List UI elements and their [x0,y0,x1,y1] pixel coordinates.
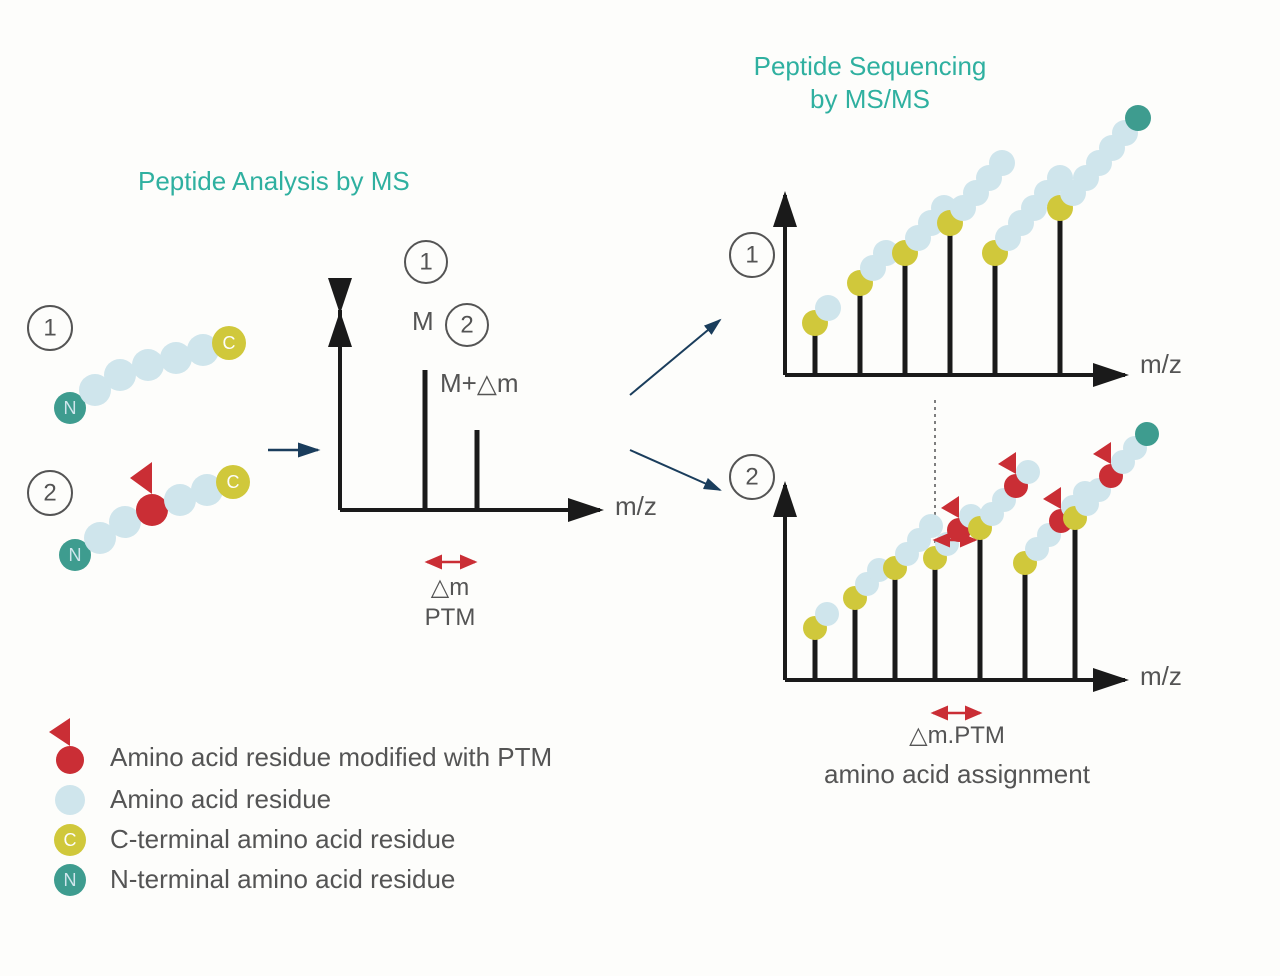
svg-text:M: M [412,306,434,336]
svg-text:m/z: m/z [615,491,657,521]
svg-text:Amino acid residue modified wi: Amino acid residue modified with PTM [110,742,552,772]
svg-text:N: N [64,398,77,418]
svg-text:N: N [69,545,82,565]
svg-text:Amino acid residue: Amino acid residue [110,784,331,814]
svg-text:2: 2 [43,480,56,507]
svg-text:2: 2 [460,312,473,339]
title-left: Peptide Analysis by MS [138,166,410,196]
title-right-2: by MS/MS [810,84,930,114]
svg-text:C: C [227,472,240,492]
svg-text:N: N [64,870,77,890]
svg-text:M+△m: M+△m [440,368,519,398]
legend: Amino acid residue modified with PTM Ami… [49,718,552,896]
svg-text:amino acid assignment: amino acid assignment [824,759,1091,789]
msms-chart-1: 1 m/z [730,105,1182,379]
peptide-2: 2 N C [28,462,250,571]
svg-text:C: C [64,830,77,850]
svg-text:1: 1 [745,242,758,269]
svg-text:N-terminal amino acid residue: N-terminal amino acid residue [110,864,455,894]
msms-chart-2: 2 m/z △m.PTM amino acid assignment [730,422,1182,789]
svg-text:m/z: m/z [1140,349,1182,379]
svg-text:m/z: m/z [1140,661,1182,691]
ms-chart: M 1 M+△m 2 m/z △m PTM [340,241,657,631]
svg-text:C-terminal amino acid residue: C-terminal amino acid residue [110,824,455,854]
svg-text:C: C [223,333,236,353]
svg-text:1: 1 [43,315,56,342]
peptide-1: 1 N C [28,306,246,424]
arrow-to-msms-1 [630,320,720,395]
arrow-to-msms-2 [630,450,720,490]
svg-text:2: 2 [745,464,758,491]
title-right-1: Peptide Sequencing [754,51,987,81]
svg-text:PTM: PTM [425,604,476,631]
svg-text:1: 1 [419,249,432,276]
svg-text:△m.PTM: △m.PTM [909,722,1005,749]
svg-text:△m: △m [431,574,469,601]
